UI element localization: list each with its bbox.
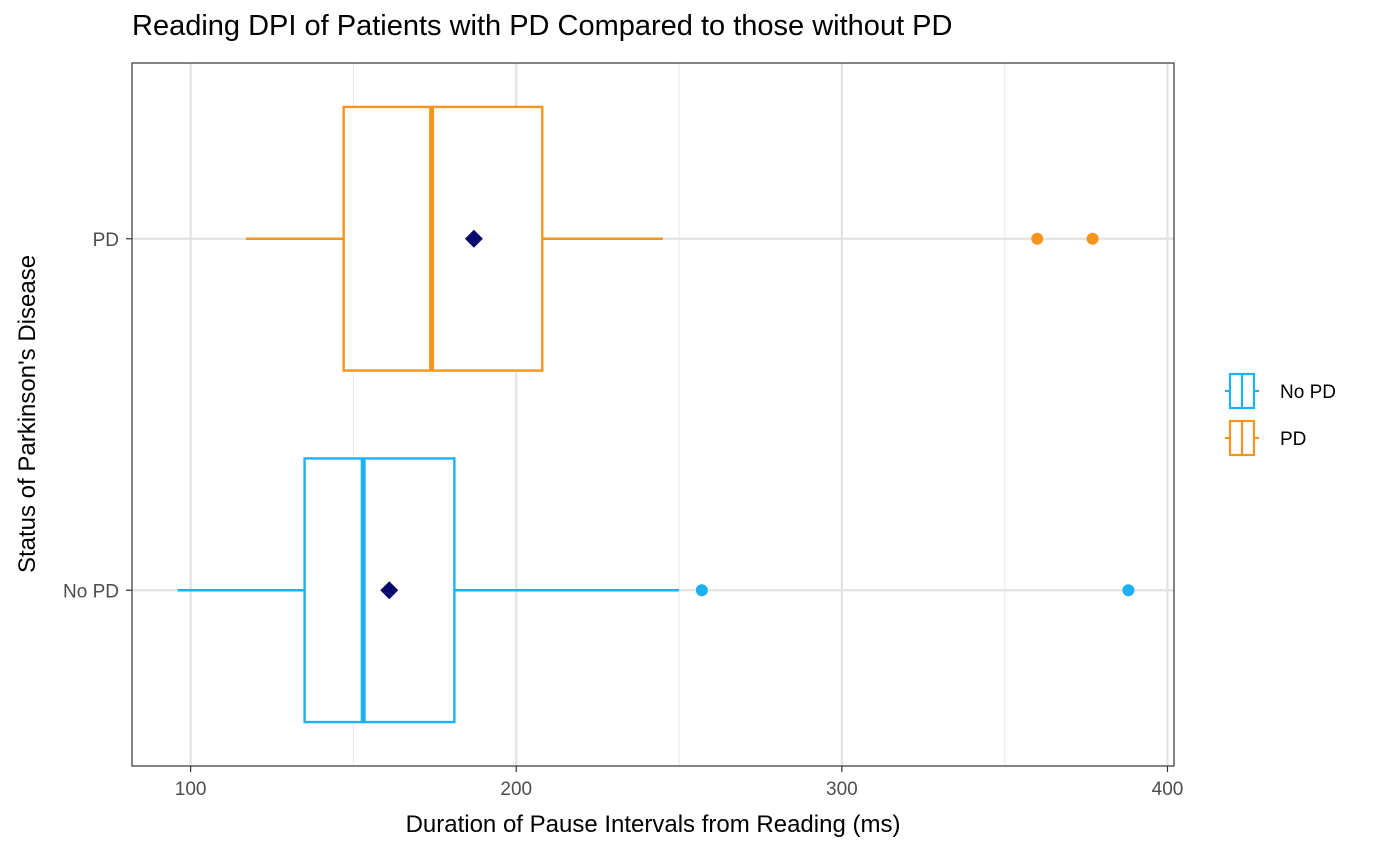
legend: No PD PD xyxy=(1225,372,1336,457)
iqr-box-pd xyxy=(342,105,544,372)
box-no-pd xyxy=(177,457,1135,724)
chart-title: Reading DPI of Patients with PD Compared… xyxy=(132,10,953,42)
outlier-point-pd xyxy=(1086,232,1099,245)
iqr-box-no-pd xyxy=(303,457,456,724)
outlier-point-no-pd xyxy=(1122,584,1135,597)
legend-label: No PD xyxy=(1280,382,1336,403)
x-tick-label: 300 xyxy=(826,779,858,800)
y-tick-label: PD xyxy=(93,230,119,251)
mean-marker-no-pd xyxy=(380,581,399,600)
legend-item-pd: PD xyxy=(1225,419,1306,457)
legend-label: PD xyxy=(1280,429,1306,450)
mean-marker-pd xyxy=(464,229,483,248)
y-tick-label: No PD xyxy=(63,581,119,602)
x-tick-label: 200 xyxy=(500,779,532,800)
box-pd xyxy=(245,105,1099,372)
x-tick-label: 400 xyxy=(1152,779,1184,800)
grid-layer xyxy=(132,63,1174,766)
outlier-point-no-pd xyxy=(695,584,708,597)
panel-border xyxy=(131,62,1175,767)
y-axis-title: Status of Parkinson's Disease xyxy=(14,255,41,573)
legend-item-no-pd: No PD xyxy=(1225,372,1336,410)
axis-layer: 100 200 300 400 No PD PD xyxy=(63,230,1183,800)
x-tick-label: 100 xyxy=(175,779,207,800)
outlier-point-pd xyxy=(1031,232,1044,245)
box-layer xyxy=(177,105,1135,724)
x-axis-title: Duration of Pause Intervals from Reading… xyxy=(406,811,901,838)
